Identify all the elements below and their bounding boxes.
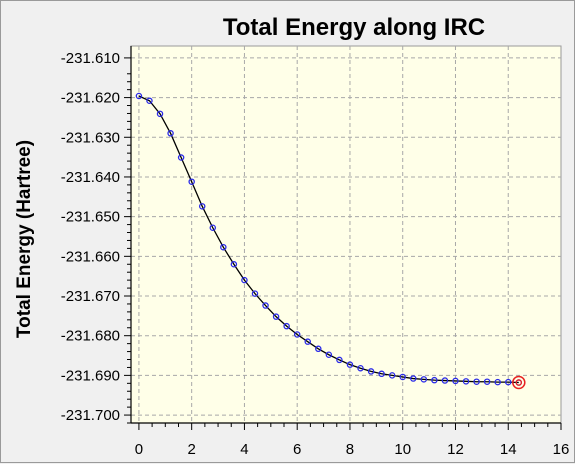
x-tick-label: 8 [346,441,354,458]
x-tick-label: 14 [500,441,517,458]
current-point-marker [515,379,523,386]
x-tick-label: 2 [188,441,196,458]
data-point[interactable] [304,338,311,345]
data-point[interactable] [156,110,164,118]
plot-area [130,45,562,424]
data-point[interactable] [473,378,480,385]
grid-layer [131,46,561,423]
data-point[interactable] [146,97,153,105]
data-point[interactable] [272,313,280,320]
y-tick-label: -231.620 [61,90,120,107]
data-point[interactable] [167,130,174,137]
data-point[interactable] [378,370,385,378]
data-point[interactable] [346,361,354,368]
x-tick-label: 12 [447,441,464,458]
axes: 0 2 4 6 8 10 12 14 16 -231.610 -231.620 -231.630 -23… [61,46,570,458]
data-point[interactable] [504,378,512,386]
data-point[interactable] [420,376,428,383]
data-point[interactable] [220,243,227,251]
y-tick-label: -231.660 [61,248,120,265]
current-point-highlight[interactable] [512,375,526,390]
x-tick-label: 0 [135,441,143,458]
data-point[interactable] [494,378,501,386]
data-point[interactable] [336,356,343,364]
data-point[interactable] [315,345,322,353]
x-tick-label: 4 [240,441,248,458]
data-point[interactable] [262,302,269,309]
y-tick-label: -231.630 [61,129,120,146]
data-point[interactable] [209,224,217,232]
chart-title: Total Energy along IRC [223,14,485,41]
data-point[interactable] [399,373,406,381]
data-markers [135,92,526,390]
data-point[interactable] [251,290,259,297]
data-point[interactable] [177,154,185,161]
x-tick-label: 6 [293,441,301,458]
x-tick-label: 10 [394,441,411,458]
data-point[interactable] [135,92,143,100]
series-layer [138,95,519,384]
data-point[interactable] [230,261,238,268]
y-tick-label: -231.650 [61,209,120,226]
data-point[interactable] [283,322,290,330]
x-tick-label: 16 [553,441,570,458]
data-point[interactable] [198,203,206,210]
data-point[interactable] [241,276,248,284]
data-point[interactable] [325,351,333,358]
y-tick-label: -231.690 [61,367,120,384]
y-tick-label: -231.640 [61,169,120,186]
data-point[interactable] [293,331,301,338]
data-point[interactable] [431,376,438,384]
data-point[interactable] [367,368,375,375]
data-point[interactable] [441,377,449,384]
energy-curve [138,95,519,384]
y-axis-label: Total Energy (Hartree) [14,140,35,338]
y-tick-label: -231.680 [61,328,120,345]
data-point[interactable] [452,377,459,385]
y-tick-label: -231.670 [61,288,120,305]
data-point[interactable] [462,378,470,385]
data-point[interactable] [483,378,491,385]
data-point[interactable] [188,178,195,185]
data-point[interactable] [357,364,364,372]
data-point[interactable] [410,375,417,382]
data-point[interactable] [388,372,396,379]
y-tick-label: -231.700 [61,407,120,424]
y-tick-label: -231.610 [61,50,120,67]
